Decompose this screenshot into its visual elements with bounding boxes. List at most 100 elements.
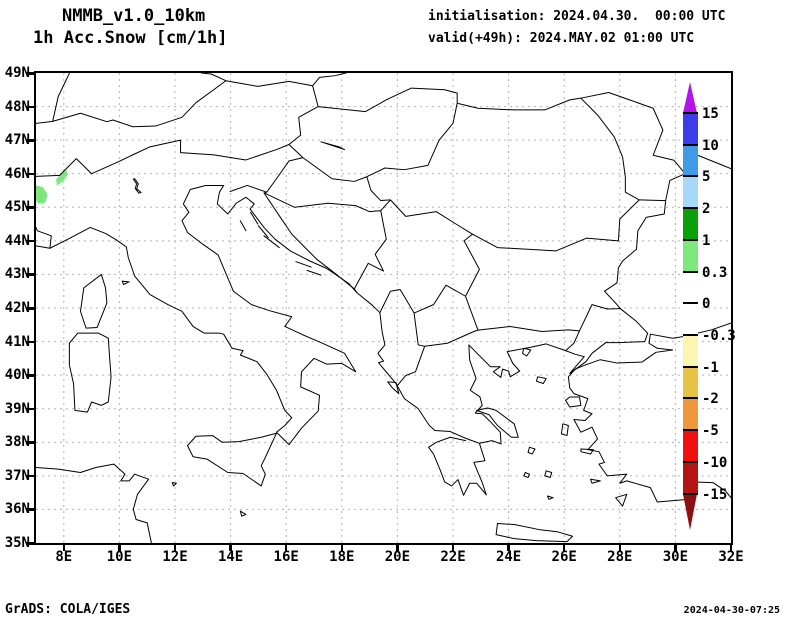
colorbar-value-label: 15: [702, 106, 719, 122]
colorbar-segment: [683, 208, 698, 240]
lon-tick-label: 18E: [329, 549, 355, 565]
lon-tick-label: 32E: [718, 549, 744, 565]
colorbar-value-label: 0.3: [702, 264, 728, 281]
lon-tick-label: 26E: [551, 549, 577, 565]
croatian-islands: [240, 212, 321, 275]
lon-tick-mark: [118, 544, 121, 551]
colorbar-boundary-line: [683, 429, 698, 432]
colorbar-boundary-line: [683, 334, 698, 337]
colorbar-boundary-line: [683, 302, 698, 305]
lon-tick-mark: [284, 544, 288, 551]
colorbar-segment: [683, 144, 698, 177]
snow-patch: [36, 186, 47, 202]
coastline-layer: [36, 73, 731, 543]
colorbar-boundary-line: [683, 112, 698, 114]
lat-tick-label: 39N: [4, 400, 30, 417]
lat-tick-label: 49N: [4, 65, 30, 81]
lat-tick-label: 38N: [4, 434, 30, 451]
colorbar-segment: [683, 303, 698, 336]
lat-tick-mark: [26, 441, 34, 444]
lat-tick-mark: [26, 273, 34, 276]
colorbar-segment: [683, 176, 698, 209]
model-title: NMMB_v1.0_10km: [62, 6, 206, 26]
lat-tick-mark: [26, 374, 34, 377]
lon-tick-label: 28E: [607, 549, 633, 565]
colorbar-boundary-line: [683, 207, 698, 210]
grads-credit: GrADS: COLA/IGES: [5, 602, 131, 617]
island-sicily: [188, 433, 277, 486]
colorbar-value-label: 2: [702, 201, 711, 218]
lon-tick-mark: [340, 544, 344, 551]
colorbar-value-label: -0.3: [702, 328, 736, 345]
colorbar-value-label: 0: [702, 296, 711, 313]
lat-tick-mark: [26, 139, 34, 142]
lat-tick-mark: [26, 172, 34, 176]
lat-tick-mark: [26, 239, 34, 243]
island-sardinia: [69, 333, 111, 412]
colorbar: [683, 82, 698, 530]
lat-tick-mark: [26, 474, 34, 478]
lon-tick-mark: [674, 544, 677, 551]
lon-tick-label: 10E: [106, 549, 133, 565]
lon-tick-label: 30E: [662, 549, 689, 565]
colorbar-segment: [683, 430, 698, 462]
lat-tick-label: 37N: [4, 467, 30, 484]
colorbar-boundary-line: [683, 492, 698, 495]
lat-tick-mark: [26, 542, 34, 545]
colorbar-boundary-line: [683, 365, 698, 368]
lon-tick-mark: [729, 544, 733, 551]
lat-tick-mark: [26, 340, 34, 344]
creation-timestamp: 2024-04-30-07:25: [683, 605, 780, 616]
island-euboea: [477, 408, 519, 437]
lat-tick-mark: [26, 105, 34, 109]
colorbar-value-label: -1: [702, 359, 719, 376]
lon-tick-label: 14E: [217, 549, 244, 565]
coastline-anatolia: [568, 323, 731, 502]
colorbar-value-label: 10: [702, 137, 719, 154]
coastline-turkey-europe: [566, 309, 648, 374]
lon-tick-mark: [562, 544, 566, 551]
colorbar-boundary-line: [683, 460, 698, 463]
colorbar-boundary-line: [683, 270, 698, 273]
colorbar-segment: [683, 239, 698, 272]
coastline-italy: [36, 185, 356, 444]
field-title: 1h Acc.Snow [cm/1h]: [33, 28, 228, 48]
lon-tick-label: 16E: [273, 549, 299, 565]
coastline-peloponnese: [429, 437, 487, 495]
lon-tick-mark: [507, 544, 510, 551]
colorbar-segment: [683, 335, 698, 367]
lat-tick-label: 47N: [4, 132, 30, 149]
lon-tick-label: 24E: [495, 549, 522, 565]
colorbar-bottom-arrow: [683, 493, 697, 530]
lat-tick-label: 36N: [4, 501, 30, 518]
lon-tick-mark: [229, 544, 232, 551]
colorbar-value-label: -10: [702, 454, 728, 471]
lat-tick-label: 41N: [4, 333, 30, 350]
colorbar-boundary-line: [683, 175, 698, 178]
colorbar-segment: [683, 366, 698, 399]
lat-tick-mark: [26, 407, 34, 411]
aegean-islands: [122, 281, 627, 516]
lat-tick-label: 40N: [4, 367, 30, 384]
valid-time-label: valid(+49h): 2024.MAY.02 01:00 UTC: [428, 31, 695, 46]
graticule-grid: [36, 73, 731, 543]
colorbar-top-arrow: [683, 82, 697, 113]
colorbar-value-label: -5: [702, 423, 719, 440]
snow-patch: [57, 172, 66, 184]
snow-contour-layer: [36, 172, 67, 203]
lon-tick-mark: [618, 544, 622, 551]
lon-tick-mark: [396, 544, 399, 551]
colorbar-value-label: 1: [702, 232, 711, 249]
init-time-label: initialisation: 2024.04.30. 00:00 UTC: [428, 9, 726, 24]
lon-tick-label: 20E: [384, 549, 411, 565]
lat-tick-label: 45N: [4, 199, 30, 216]
lat-tick-label: 35N: [4, 535, 30, 551]
colorbar-value-label: 5: [702, 169, 711, 186]
lat-tick-label: 48N: [4, 98, 30, 115]
lon-tick-mark: [451, 544, 455, 551]
coastline-adriatic-east: [217, 185, 435, 430]
map-canvas: [36, 73, 731, 543]
lakes-garda-balaton: [133, 142, 344, 193]
lat-tick-label: 42N: [4, 300, 30, 316]
